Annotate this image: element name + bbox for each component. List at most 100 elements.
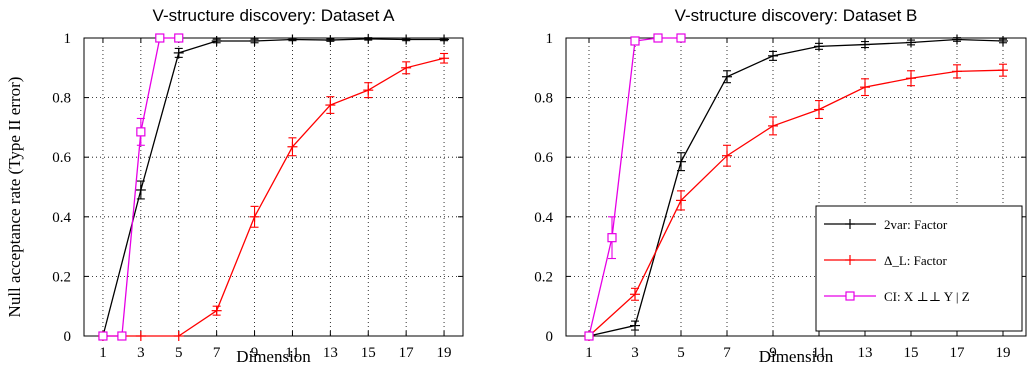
data-point <box>249 35 260 46</box>
data-point <box>630 36 640 46</box>
plot-frame <box>83 37 464 337</box>
data-point <box>117 331 127 341</box>
data-point <box>401 62 412 73</box>
legend: 2var: Factor Δ_L: Factor CI: X ⊥⊥ Y | Z <box>815 205 1023 332</box>
y-tick-label: 0.2 <box>534 269 553 285</box>
data-point <box>998 65 1008 76</box>
x-tick-label: 13 <box>858 345 873 361</box>
y-tick-label: 0.6 <box>534 150 553 166</box>
data-point <box>173 47 184 58</box>
x-tick-label: 15 <box>361 345 376 361</box>
data-point <box>325 100 336 111</box>
x-tick-label: 5 <box>175 345 183 361</box>
y-tick-label: 0.4 <box>534 210 553 226</box>
x-tick-label: 1 <box>585 345 593 361</box>
x-tick-label: 1 <box>99 345 107 361</box>
x-tick-label: 15 <box>904 345 919 361</box>
y-tick-label: 0.8 <box>52 91 71 107</box>
data-point <box>98 331 108 341</box>
data-point <box>952 34 962 45</box>
series-1 <box>584 63 1008 341</box>
x-tick-label: 13 <box>323 345 338 361</box>
x-tick-label: 7 <box>723 345 731 361</box>
chart-title: V-structure discovery: Dataset A <box>153 6 396 25</box>
series-line <box>588 38 1004 337</box>
x-tick-label: 11 <box>285 345 299 361</box>
series-1 <box>97 52 450 341</box>
legend-item: Δ_L: Factor <box>824 253 948 268</box>
x-tick-label: 17 <box>399 345 415 361</box>
x-axis-label: Dimension <box>759 347 834 366</box>
legend-label: 2var: Factor <box>884 217 948 232</box>
data-point <box>325 35 336 46</box>
data-point <box>676 195 686 206</box>
data-point <box>814 104 824 115</box>
y-tick-label: 0 <box>546 329 554 345</box>
data-point <box>136 127 146 137</box>
data-point <box>363 85 374 96</box>
data-point <box>287 141 298 152</box>
x-tick-label: 3 <box>137 345 145 361</box>
data-point <box>584 331 594 341</box>
legend-marker <box>845 291 855 301</box>
x-tick-label: 9 <box>769 345 777 361</box>
legend-item: CI: X ⊥⊥ Y | Z <box>824 289 970 304</box>
data-point <box>952 66 962 77</box>
data-point <box>401 34 412 45</box>
y-tick-label: 1 <box>64 31 72 47</box>
y-axis-label: Null acceptance rate (Type II error) <box>5 77 24 318</box>
x-tick-label: 19 <box>996 345 1011 361</box>
y-tick-label: 0.6 <box>52 150 71 166</box>
plot-frame <box>565 37 1027 337</box>
data-point <box>630 320 640 331</box>
data-point <box>906 37 916 48</box>
chart-panel-a: 1 3 5 7 9 11 13 15 17 1900.20.40.60.81V-structure… <box>5 6 464 366</box>
data-point <box>211 305 222 316</box>
data-point <box>860 39 870 50</box>
legend-label: CI: X ⊥⊥ Y | Z <box>884 289 970 304</box>
x-tick-label: 7 <box>213 345 221 361</box>
series-0 <box>97 33 450 341</box>
series-2 <box>98 33 184 341</box>
series-line <box>102 38 445 337</box>
legend-item: 2var: Factor <box>824 217 948 232</box>
data-point <box>676 33 686 43</box>
x-tick-label: 9 <box>251 345 259 361</box>
series-2 <box>584 33 686 341</box>
data-point <box>676 156 686 167</box>
x-tick-label: 11 <box>812 345 826 361</box>
series-line <box>588 69 1004 337</box>
x-tick-label: 19 <box>437 345 452 361</box>
chart-title: V-structure discovery: Dataset B <box>675 6 918 25</box>
data-point <box>211 35 222 46</box>
data-point <box>287 34 298 45</box>
data-point <box>860 82 870 93</box>
x-tick-label: 17 <box>950 345 966 361</box>
y-tick-label: 0 <box>64 329 72 345</box>
data-point <box>998 35 1008 46</box>
data-point <box>135 184 146 195</box>
y-tick-label: 0.2 <box>52 269 71 285</box>
data-point <box>173 331 184 341</box>
chart-panel-b: 1 3 5 7 9 11 13 15 17 1900.20.40.60.81V-structure… <box>534 6 1027 366</box>
data-point <box>630 289 640 300</box>
data-point <box>439 53 450 64</box>
x-tick-label: 5 <box>677 345 685 361</box>
data-point <box>722 150 732 161</box>
data-point <box>768 120 778 131</box>
legend-label: Δ_L: Factor <box>884 253 948 268</box>
data-point <box>722 71 732 82</box>
x-tick-label: 3 <box>631 345 639 361</box>
y-tick-label: 0.4 <box>52 210 71 226</box>
data-point <box>906 73 916 84</box>
data-point <box>814 41 824 52</box>
data-point <box>174 33 184 43</box>
data-point <box>155 33 165 43</box>
data-point <box>653 33 663 43</box>
x-axis-label: Dimension <box>236 347 311 366</box>
data-point <box>439 34 450 45</box>
data-point <box>135 331 146 341</box>
y-tick-label: 1 <box>546 31 554 47</box>
y-tick-label: 0.8 <box>534 91 553 107</box>
